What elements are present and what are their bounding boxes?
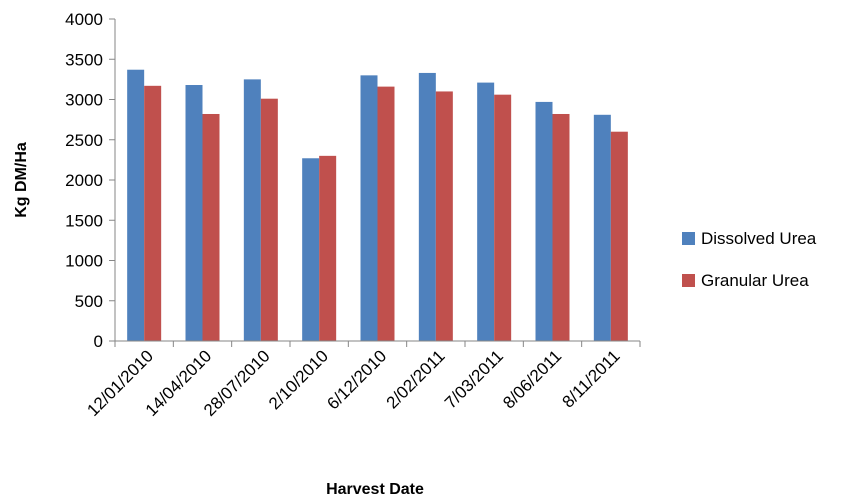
bar-granular (552, 113, 570, 342)
bar-granular (260, 98, 278, 341)
y-axis-ticks: 0 500 1000 1500 2000 2500 3000 3500 4000 (65, 10, 115, 351)
bar-dissolved (535, 101, 553, 341)
x-tick-label: 6/12/2010 (323, 346, 390, 413)
y-tick-label: 0 (94, 332, 103, 351)
bar-dissolved (593, 114, 611, 341)
bar-granular (319, 155, 337, 341)
bar-dissolved (418, 72, 436, 341)
legend-swatch-dissolved (682, 232, 695, 245)
x-tick-label: 2/10/2010 (265, 346, 332, 413)
y-tick-label: 3000 (65, 91, 103, 110)
bar-granular (377, 86, 395, 342)
bar-dissolved (477, 82, 495, 341)
x-tick-label: 7/03/2011 (441, 346, 507, 412)
bar-dissolved (360, 75, 378, 341)
bar-granular (202, 113, 220, 342)
y-tick-label: 1500 (65, 211, 103, 230)
axes (114, 19, 640, 342)
legend-label-granular: Granular Urea (701, 271, 809, 290)
x-axis-ticks: 12/01/201014/04/201028/07/20102/10/20106… (83, 341, 641, 420)
bars (127, 69, 628, 342)
bar-granular (144, 85, 162, 341)
bar-granular (610, 131, 628, 341)
bar-dissolved (127, 69, 145, 341)
x-tick-label: 2/02/2011 (383, 346, 449, 412)
bar-dissolved (185, 85, 203, 341)
y-axis-title: Kg DM/Ha (13, 142, 30, 218)
y-tick-label: 3500 (65, 50, 103, 69)
legend-swatch-granular (682, 274, 695, 287)
y-tick-label: 2000 (65, 171, 103, 190)
x-tick-label: 8/11/2011 (559, 346, 624, 411)
y-tick-label: 500 (75, 292, 103, 311)
bar-dissolved (243, 79, 261, 341)
legend-label-dissolved: Dissolved Urea (701, 229, 817, 248)
bar-dissolved (302, 158, 320, 341)
bar-granular (494, 94, 512, 341)
legend: Dissolved Urea Granular Urea (682, 229, 817, 290)
y-tick-label: 4000 (65, 10, 103, 29)
x-tick-label: 8/06/2011 (499, 346, 565, 412)
x-axis-title: Harvest Date (326, 481, 424, 498)
y-tick-label: 1000 (65, 252, 103, 271)
bar-granular (435, 91, 453, 341)
y-tick-label: 2500 (65, 131, 103, 150)
